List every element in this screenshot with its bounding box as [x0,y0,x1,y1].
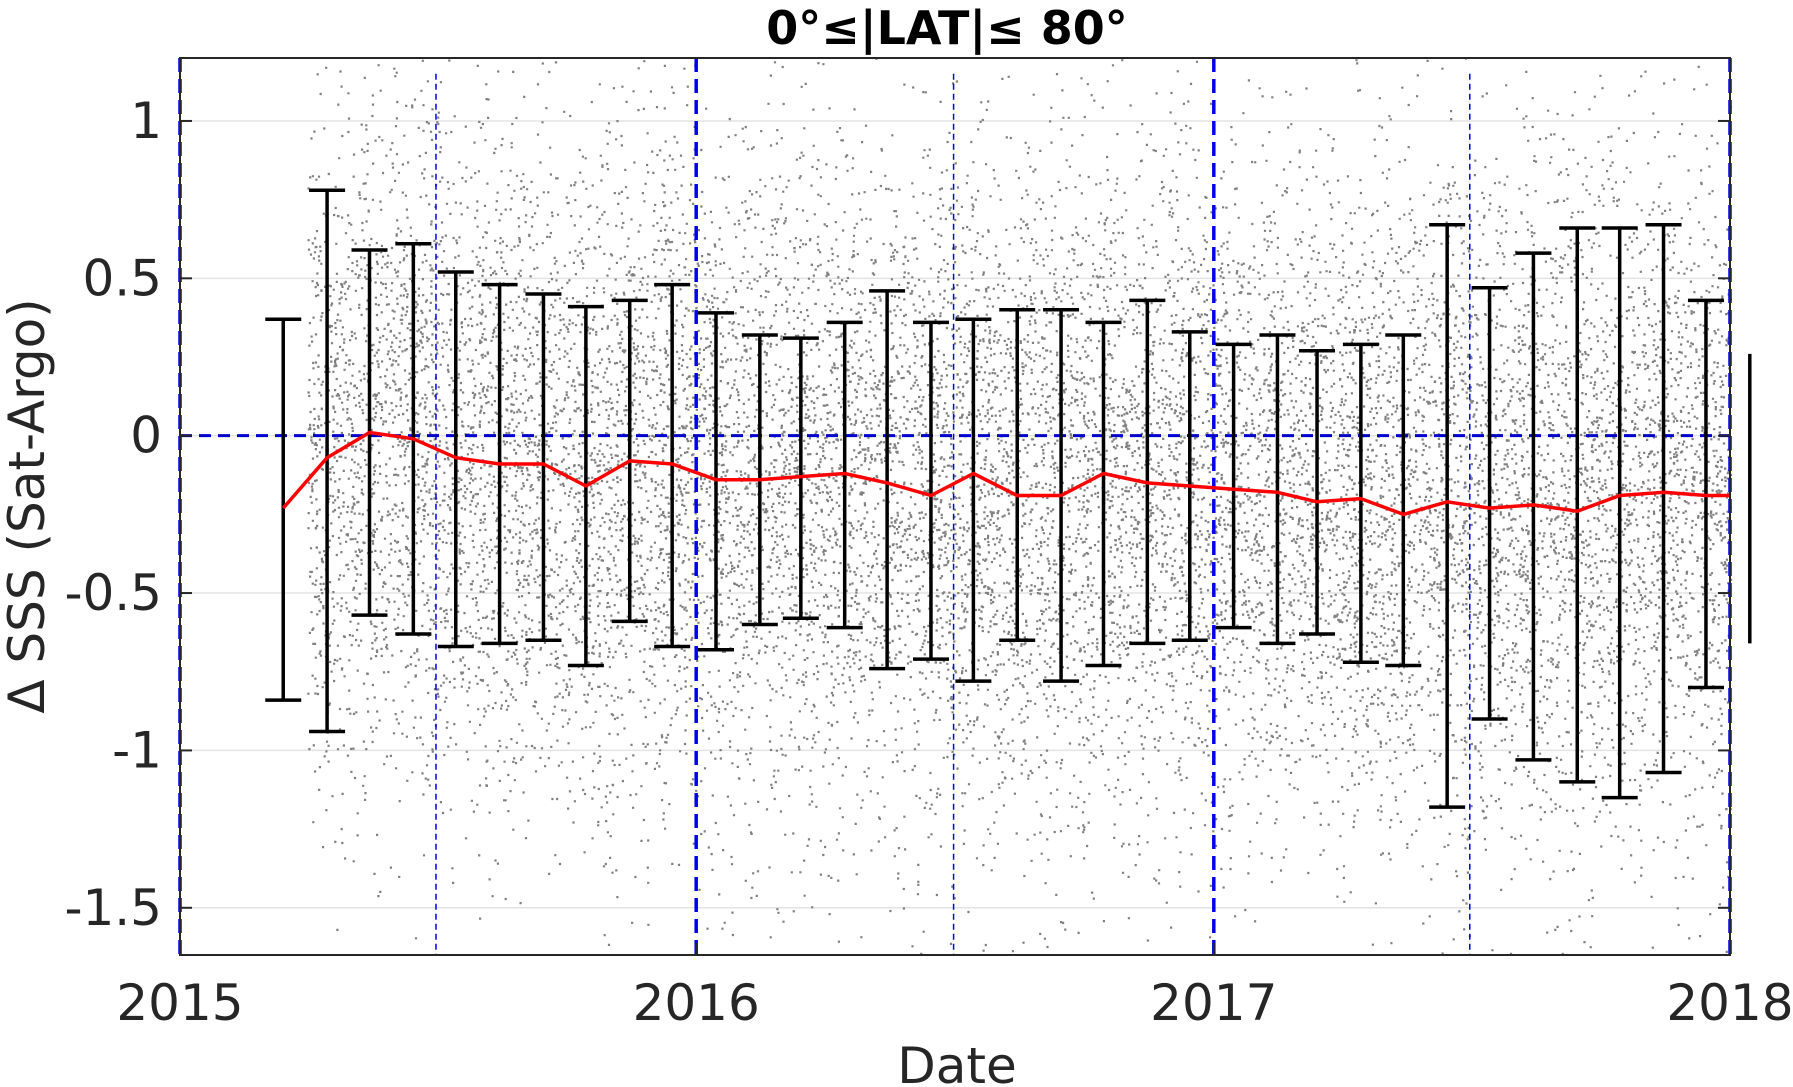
error-bar [525,292,562,643]
y-axis-ticks: 1 0.5 0 -0.5 -1 -1.5 [64,92,1730,937]
error-bar [912,320,949,661]
x-axis-ticks: 2015 2016 2017 2018 [116,943,1793,1032]
error-bar [1299,348,1336,636]
error-bar [1429,223,1466,809]
chart-title: 0°≤|LAT|≤ 80° [766,1,1127,56]
mean-line-group [281,430,1730,517]
y-axis-label: Δ SSS (Sat-Argo) [0,298,56,713]
x-tick-label: 2016 [633,974,760,1032]
x-tick-label: 2017 [1150,974,1277,1032]
error-bar [999,308,1036,643]
y-tick-label: -0.5 [64,564,162,622]
error-bar [955,317,992,683]
mean-line [281,430,1730,517]
error-bar [869,289,906,671]
x-tick-label: 2018 [1666,974,1793,1032]
error-bar [1129,298,1166,646]
error-bar [1559,226,1596,784]
y-tick-label: 1 [130,92,162,150]
y-tick-label: 0 [130,407,162,465]
error-bar [1085,320,1122,668]
error-bar [1601,226,1638,800]
error-bar [265,317,302,702]
x-axis-label: Date [897,1037,1017,1087]
error-bar [309,188,346,734]
y-tick-label: 0.5 [82,249,162,307]
error-bar [1471,286,1508,721]
error-bar [1259,333,1296,646]
error-bar [1342,342,1379,665]
error-bar [1385,333,1422,668]
plot-frame [179,57,1731,956]
y-tick-label: -1 [112,721,162,779]
x-tick-label: 2015 [116,974,243,1032]
y-tick-label: -1.5 [64,879,162,937]
error-bar [1215,342,1252,630]
error-bar [1645,223,1682,775]
